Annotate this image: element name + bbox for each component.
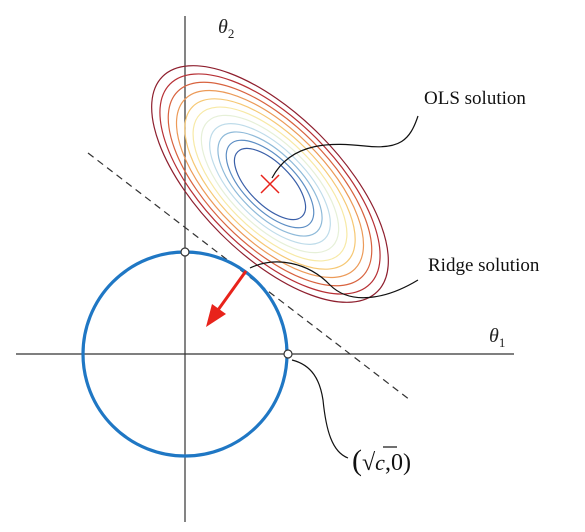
tangent-line xyxy=(87,152,411,401)
contour-ring-5 xyxy=(200,114,340,254)
contour-ring-3 xyxy=(217,131,323,237)
theta2-label: θ2 xyxy=(218,16,234,41)
ols-solution-marker xyxy=(260,174,280,194)
contour-ring-9 xyxy=(167,81,373,287)
point-label: (√c,0) xyxy=(352,444,411,477)
contour-ring-2 xyxy=(225,139,315,229)
ridge-solution-label: Ridge solution xyxy=(428,255,540,276)
contour-ring-10 xyxy=(159,73,381,295)
ridge-leader-line xyxy=(249,261,419,299)
contour-ring-11 xyxy=(151,65,389,303)
contour-ring-6 xyxy=(192,106,348,262)
contour-ring-7 xyxy=(184,98,356,270)
contour-ring-8 xyxy=(175,89,365,279)
circle-right-point xyxy=(283,349,293,359)
theta1-label: θ1 xyxy=(489,325,505,350)
contour-ring-1 xyxy=(233,147,307,221)
point-leader-line xyxy=(291,359,349,459)
ols-leader-line xyxy=(271,115,419,179)
circle-top-point xyxy=(180,247,190,257)
ols-solution-label: OLS solution xyxy=(424,88,526,109)
ols-contours xyxy=(151,65,389,303)
gradient-arrow xyxy=(206,270,248,327)
contour-ring-4 xyxy=(209,123,331,245)
